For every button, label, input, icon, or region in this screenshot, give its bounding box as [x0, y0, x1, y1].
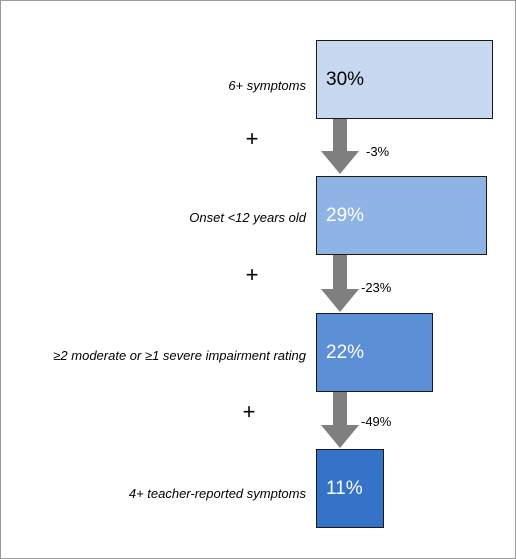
percent-box-4: 11% — [316, 449, 384, 528]
change-label-1: -3% — [366, 144, 390, 159]
plus-sign-3: + — [242, 399, 256, 424]
change-label-2: -23% — [361, 280, 392, 295]
percent-value-1: 30% — [326, 68, 365, 90]
down-arrow-1 — [321, 119, 359, 174]
criterion-label-2: Onset <12 years old — [189, 210, 306, 225]
down-arrow-3 — [321, 392, 359, 448]
percent-box-3: 22% — [316, 313, 433, 392]
percent-value-4: 11% — [326, 477, 363, 499]
percent-value-2: 29% — [326, 204, 365, 226]
criterion-label-3: ≥2 moderate or ≥1 severe impairment rati… — [53, 348, 306, 363]
change-label-3: -49% — [361, 414, 392, 429]
percent-box-1: 30% — [316, 40, 493, 119]
percent-box-2: 29% — [316, 176, 487, 255]
criterion-label-4: 4+ teacher-reported symptoms — [128, 486, 306, 501]
plus-sign-1: + — [245, 126, 259, 151]
criterion-label-1: 6+ symptoms — [228, 78, 306, 93]
plus-sign-2: + — [245, 262, 259, 287]
down-arrow-2 — [321, 255, 359, 312]
percent-value-3: 22% — [326, 341, 365, 363]
